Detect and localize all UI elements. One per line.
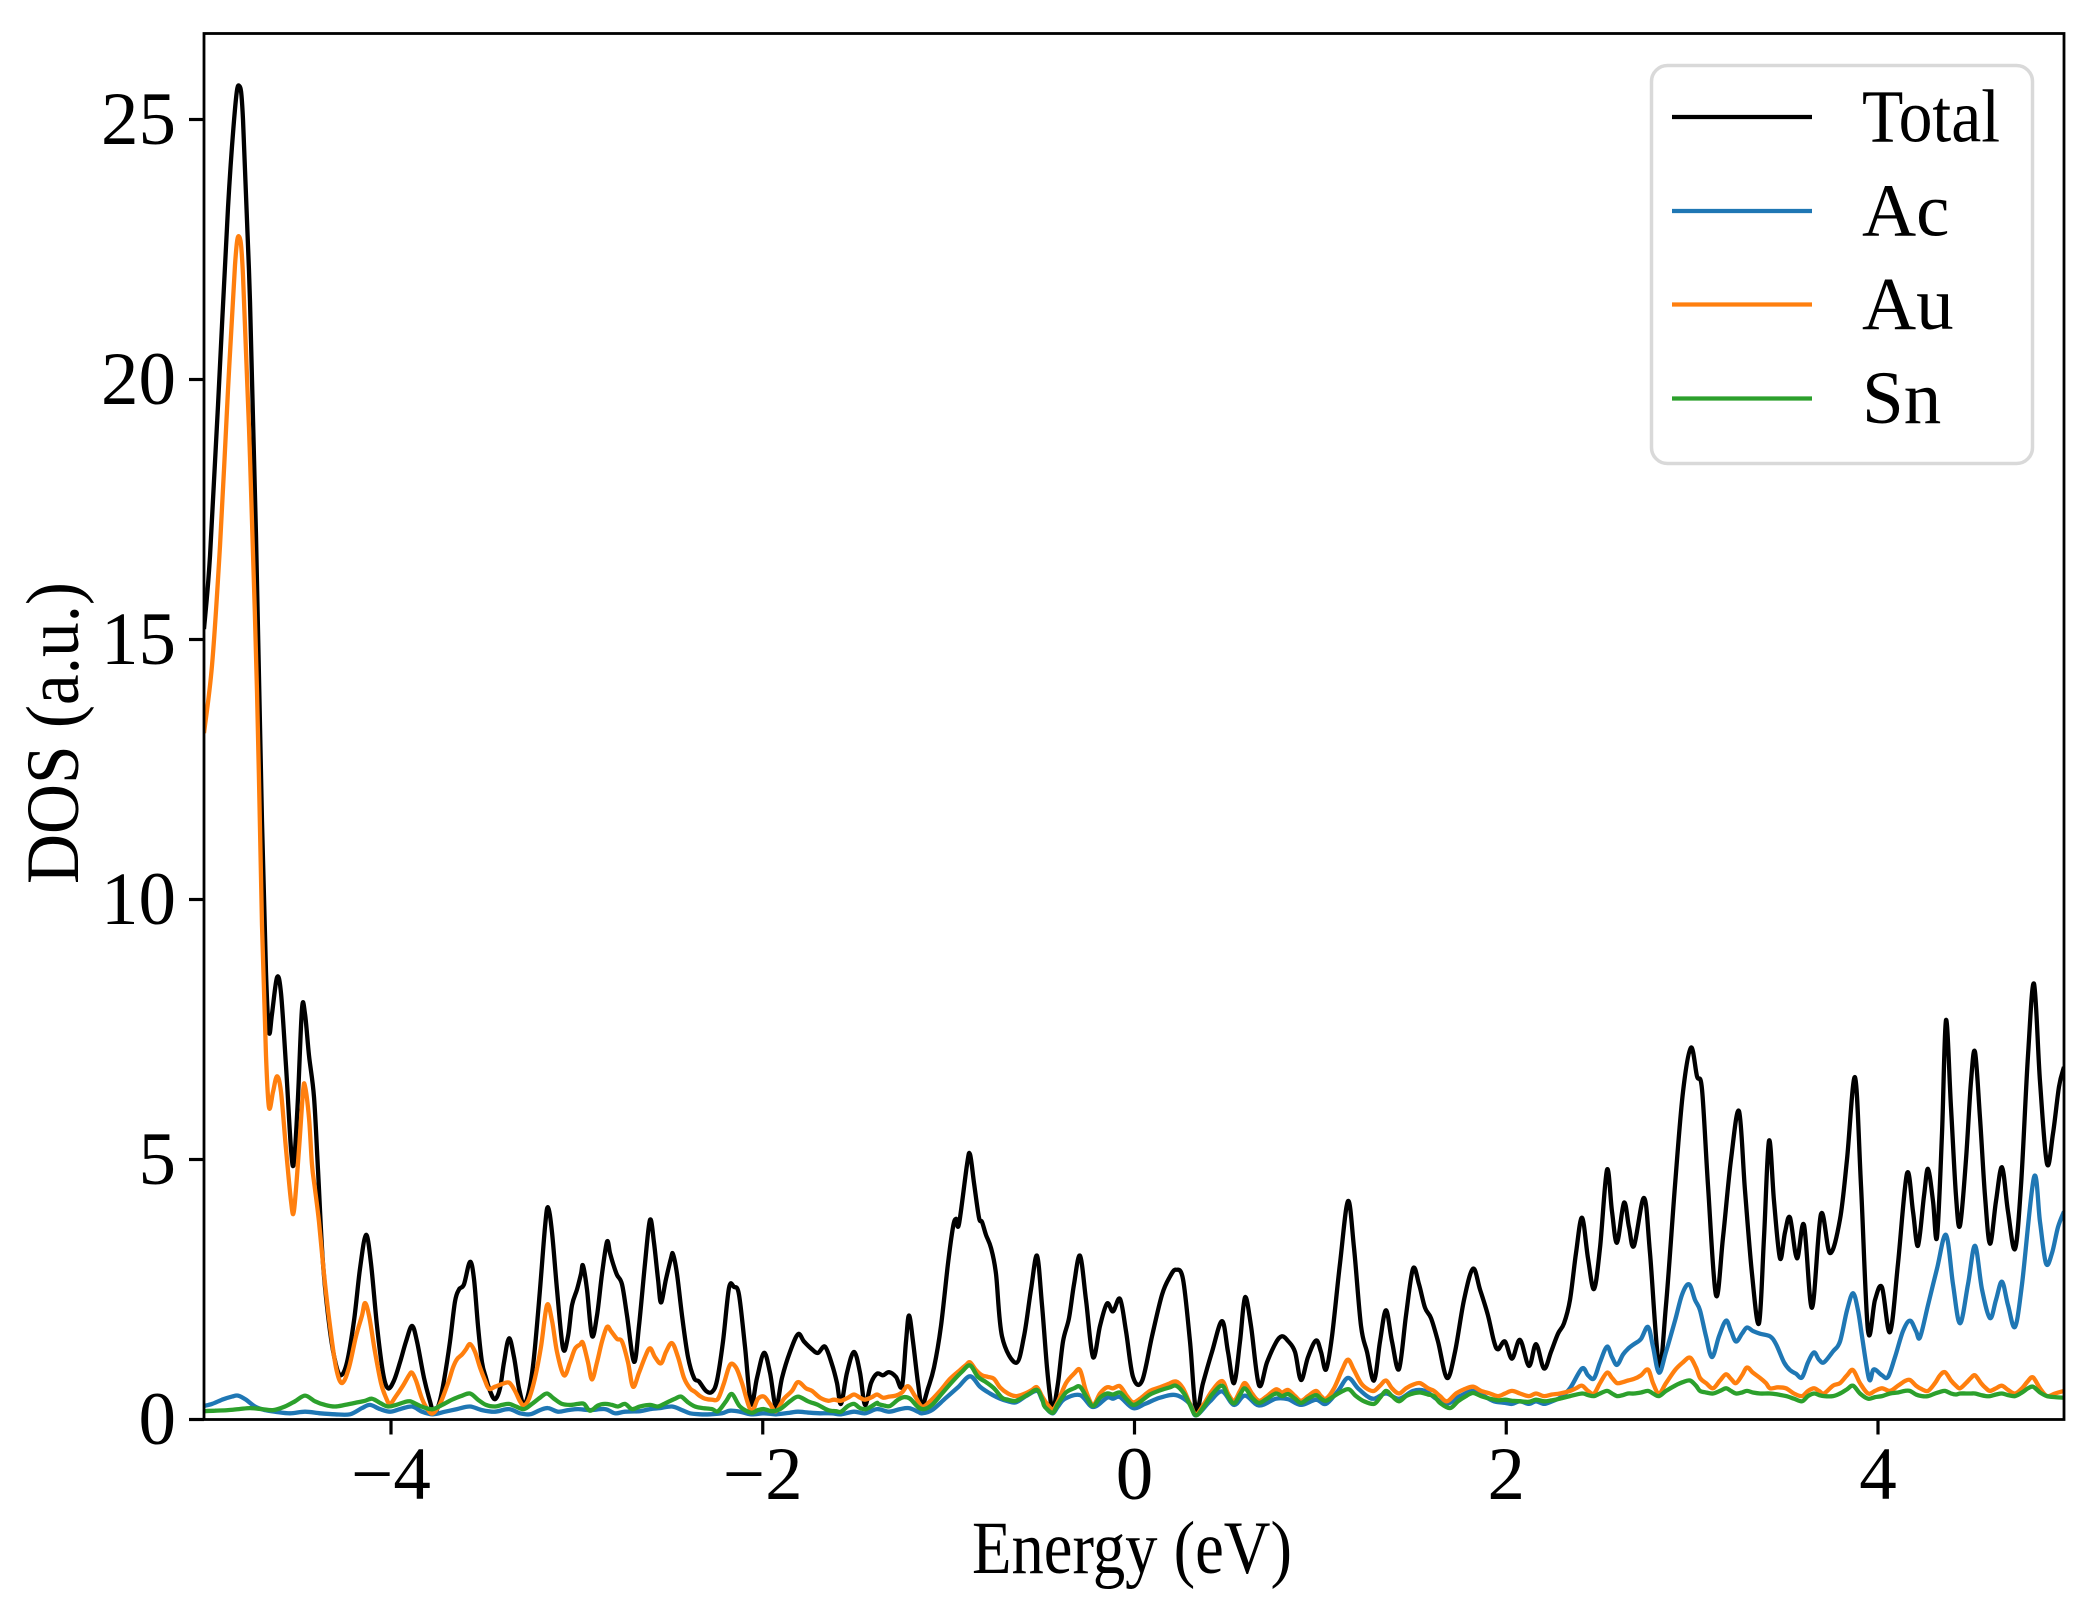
svg-text:−4: −4 [351,1433,431,1516]
svg-text:Total: Total [1862,76,2000,159]
svg-text:Ac: Ac [1862,170,1949,253]
svg-text:15: 15 [101,598,176,681]
svg-text:0: 0 [1116,1433,1154,1516]
svg-text:4: 4 [1859,1433,1897,1516]
svg-text:5: 5 [139,1118,177,1201]
svg-text:DOS (a.u.): DOS (a.u.) [12,582,95,884]
svg-text:Sn: Sn [1862,357,1941,440]
svg-text:2: 2 [1488,1433,1526,1516]
svg-text:Energy (eV): Energy (eV) [972,1507,1292,1590]
svg-text:20: 20 [101,338,176,421]
svg-text:0: 0 [139,1378,177,1461]
svg-text:−2: −2 [723,1433,803,1516]
svg-text:Au: Au [1862,263,1954,346]
svg-text:10: 10 [101,858,176,941]
svg-text:25: 25 [101,78,176,161]
